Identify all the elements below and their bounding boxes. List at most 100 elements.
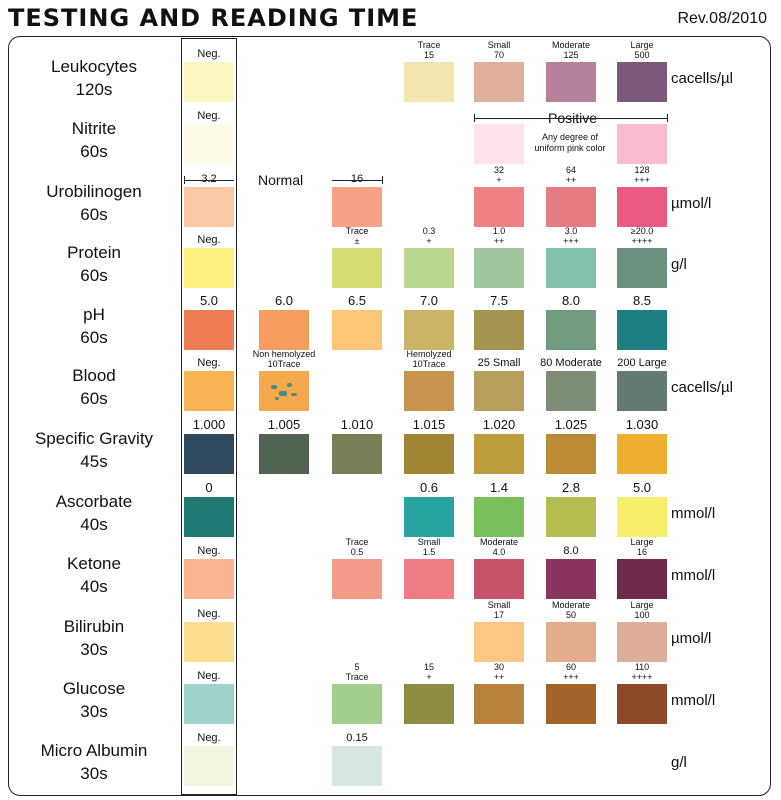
swatch-label-line: Neg. (197, 732, 221, 744)
swatch-label-line: 32 (493, 165, 504, 175)
unit-label-5: cacells/µl (671, 379, 733, 396)
swatch-label: 0.15 (314, 732, 400, 744)
swatch-label-line: 0 (205, 480, 213, 495)
swatch-label: 3.0 +++ (528, 226, 614, 246)
swatch-label: 5.0 (599, 481, 685, 495)
swatch-label: 32 + (456, 165, 542, 185)
color-swatch (332, 434, 382, 474)
swatch-label-line: +++ (563, 236, 579, 246)
swatch-label: Non hemolyzed 10Trace (241, 349, 327, 369)
color-swatch (184, 62, 234, 102)
test-name-11: Micro Albumin 30s (14, 739, 174, 785)
reading-time: 40s (80, 577, 108, 596)
test-name-3: Protein 60s (14, 241, 174, 287)
revision-label: Rev.08/2010 (677, 10, 767, 27)
swatch-label-line: 0.5 (350, 547, 364, 557)
swatch-label: Neg. (166, 357, 252, 369)
swatch-label: 25 Small (456, 357, 542, 369)
color-swatch (184, 124, 234, 164)
hemolysis-speck (271, 385, 277, 389)
swatch-label: 1.010 (314, 418, 400, 432)
swatch-label-line: Neg. (197, 234, 221, 246)
swatch-label: 200 Large (599, 357, 685, 369)
swatch-label-line: 8.5 (632, 293, 652, 308)
swatch-label-line: 1.015 (412, 417, 446, 432)
swatch-label: Large 16 (599, 537, 685, 557)
swatch-label-line: 16 (350, 173, 364, 185)
swatch-label-line: ++++ (631, 672, 653, 682)
swatch-label-line: Trace (417, 40, 441, 50)
swatch-label-line: Neg. (197, 110, 221, 122)
swatch-label: 5.0 (166, 294, 252, 308)
unit-label-7: mmol/l (671, 505, 716, 522)
hemolysis-speck (279, 391, 287, 396)
swatch-label-line: 64 (565, 165, 576, 175)
swatch-label: 1.015 (386, 418, 472, 432)
swatch-label: 6.0 (241, 294, 327, 308)
color-swatch (184, 310, 234, 350)
color-swatch (617, 187, 667, 227)
reading-time: 60s (80, 142, 108, 161)
swatch-label: Moderate 50 (528, 600, 614, 620)
swatch-label-line: Trace (345, 226, 369, 236)
swatch-label-line: 1.0 (492, 226, 506, 236)
color-swatch (474, 684, 524, 724)
swatch-label-line: Non hemolyzed (252, 349, 316, 359)
test-label: Micro Albumin (40, 741, 148, 760)
color-swatch (332, 310, 382, 350)
swatch-label: 6.5 (314, 294, 400, 308)
swatch-label: Neg. (166, 545, 252, 557)
swatch-label: Neg. (166, 48, 252, 60)
test-name-9: Bilirubin 30s (14, 615, 174, 661)
color-swatch (184, 497, 234, 537)
swatch-label-line: 0.3 (422, 226, 436, 236)
swatch-label-line: 1.020 (482, 417, 516, 432)
swatch-label-line: 5.0 (632, 480, 652, 495)
color-swatch (474, 622, 524, 662)
swatch-label-line: 100 (634, 610, 650, 620)
swatch-label: Neg. (166, 234, 252, 246)
swatch-label-line: 8.0 (563, 545, 579, 557)
test-name-6: Specific Gravity 45s (14, 427, 174, 473)
swatch-label: 1.020 (456, 418, 542, 432)
color-swatch (617, 622, 667, 662)
color-swatch (184, 684, 234, 724)
chart-title: TESTING AND READING TIME (8, 4, 419, 32)
swatch-label: 0.3 + (386, 226, 472, 246)
hemolysis-speck (287, 383, 292, 387)
swatch-label: 8.5 (599, 294, 685, 308)
swatch-label: 0.6 (386, 481, 472, 495)
test-label: Leukocytes (51, 57, 137, 76)
test-label: Ascorbate (55, 492, 133, 511)
swatch-label: 8.0 (528, 545, 614, 557)
color-swatch (617, 310, 667, 350)
swatch-label-line: 15 (423, 50, 434, 60)
color-swatch (617, 124, 667, 164)
test-label: Glucose (62, 679, 126, 698)
swatch-label-line: 2.8 (561, 480, 581, 495)
swatch-label: 80 Moderate (528, 357, 614, 369)
swatch-label-line: Large (630, 40, 654, 50)
color-swatch (474, 434, 524, 474)
swatch-label: 1.030 (599, 418, 685, 432)
color-swatch (474, 62, 524, 102)
color-swatch (617, 371, 667, 411)
color-swatch (546, 62, 596, 102)
color-swatch (404, 497, 454, 537)
swatch-label: 16 (314, 173, 400, 185)
swatch-label-line: 7.5 (489, 293, 509, 308)
color-swatch (617, 62, 667, 102)
swatch-label: 110 ++++ (599, 662, 685, 682)
color-swatch (404, 310, 454, 350)
swatch-label: 1.0 ++ (456, 226, 542, 246)
normal-note: Normal (258, 172, 304, 188)
color-swatch (474, 371, 524, 411)
swatch-label-line: Large (630, 600, 654, 610)
swatch-label-line: + (426, 672, 432, 682)
swatch-label: Large 100 (599, 600, 685, 620)
color-swatch (546, 684, 596, 724)
swatch-label-line: Neg. (197, 670, 221, 682)
unit-label-11: g/l (671, 754, 687, 771)
swatch-label-line: +++ (563, 672, 579, 682)
reading-time: 60s (80, 389, 108, 408)
